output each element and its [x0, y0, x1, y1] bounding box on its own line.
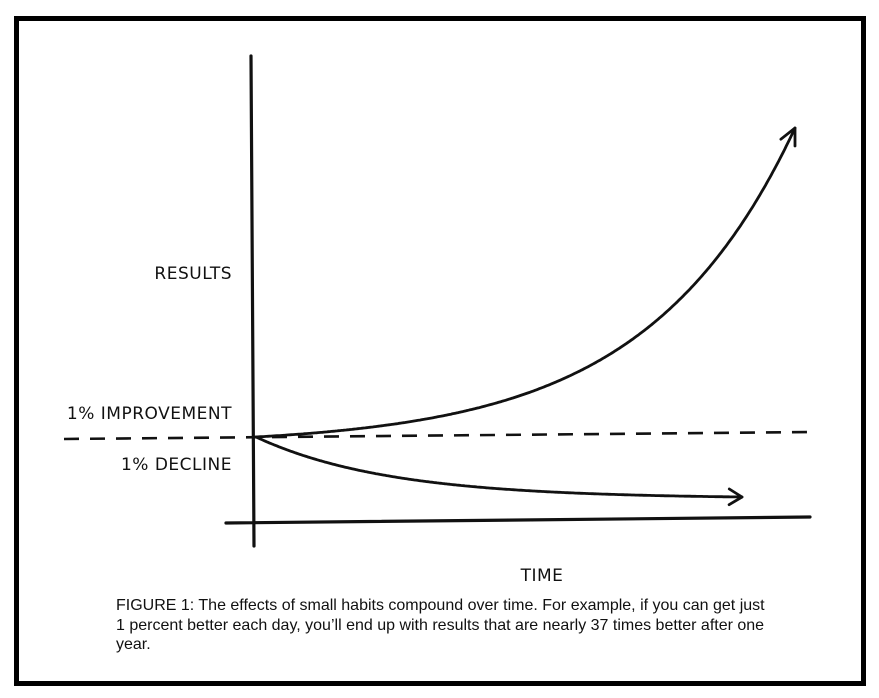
decline-arrowhead: [727, 487, 744, 507]
figure-frame: [14, 16, 866, 686]
improvement-curve: [254, 126, 797, 439]
improvement-arrowhead: [779, 126, 797, 148]
x-axis: [224, 515, 812, 525]
series-label-improvement: 1% IMPROVEMENT: [67, 404, 232, 424]
y-axis: [249, 54, 256, 548]
x-axis-label: TIME: [520, 566, 564, 586]
figure-caption: FIGURE 1: The effects of small habits co…: [116, 597, 765, 653]
decline-curve: [254, 435, 744, 499]
y-axis-label: RESULTS: [154, 264, 232, 284]
baseline-dashed: [63, 430, 817, 441]
series-label-decline: 1% DECLINE: [121, 455, 232, 475]
